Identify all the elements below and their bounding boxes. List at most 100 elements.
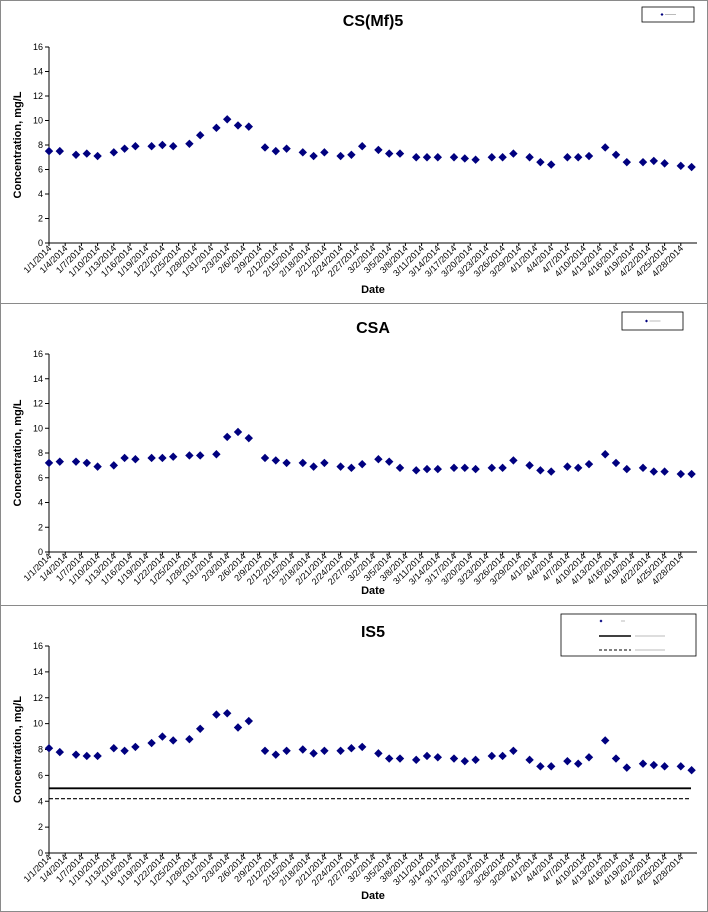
y-tick-label: 6 bbox=[38, 165, 43, 175]
data-point bbox=[433, 464, 442, 474]
data-point bbox=[309, 151, 318, 161]
data-point bbox=[385, 754, 394, 763]
data-point bbox=[244, 433, 253, 443]
data-point bbox=[298, 148, 307, 157]
data-point bbox=[676, 161, 685, 171]
data-point bbox=[169, 142, 178, 151]
data-point bbox=[185, 734, 194, 744]
y-axis-label: Concentration, mg/L bbox=[12, 399, 24, 506]
data-point bbox=[212, 710, 221, 719]
y-tick-label: 10 bbox=[33, 116, 43, 126]
data-point bbox=[233, 121, 243, 130]
data-point bbox=[385, 149, 394, 158]
data-point bbox=[55, 146, 64, 156]
data-point bbox=[82, 149, 91, 158]
data-point bbox=[547, 160, 556, 169]
data-point bbox=[374, 454, 383, 464]
data-point bbox=[611, 150, 621, 159]
data-point bbox=[563, 756, 572, 766]
data-point bbox=[374, 749, 383, 758]
data-point bbox=[638, 463, 648, 473]
data-point bbox=[574, 759, 583, 768]
data-point bbox=[347, 463, 356, 473]
data-point bbox=[525, 461, 534, 470]
data-point bbox=[309, 749, 318, 758]
data-point bbox=[422, 464, 432, 474]
data-point bbox=[271, 750, 280, 759]
data-point bbox=[271, 146, 280, 156]
data-point bbox=[460, 463, 469, 473]
data-point bbox=[547, 467, 556, 476]
data-point bbox=[660, 159, 669, 168]
data-point bbox=[260, 746, 270, 755]
data-point bbox=[282, 458, 291, 468]
chart-title: CS(Mf)5 bbox=[343, 13, 404, 30]
data-point bbox=[82, 458, 91, 468]
data-point bbox=[347, 744, 356, 753]
legend-marker bbox=[599, 619, 603, 623]
data-point bbox=[422, 153, 432, 162]
data-point bbox=[638, 759, 648, 768]
y-tick-label: 14 bbox=[33, 67, 43, 77]
data-point bbox=[93, 151, 102, 161]
data-point bbox=[336, 462, 345, 471]
data-point bbox=[169, 452, 178, 461]
legend-marker bbox=[660, 13, 664, 16]
data-point bbox=[93, 462, 102, 471]
y-axis-label: Concentration, mg/L bbox=[12, 696, 24, 803]
y-tick-label: 8 bbox=[38, 745, 43, 755]
data-point bbox=[622, 763, 631, 772]
data-point bbox=[676, 469, 685, 479]
data-point bbox=[109, 744, 118, 753]
y-tick-label: 16 bbox=[33, 641, 43, 651]
x-axis-label: Date bbox=[361, 585, 385, 597]
y-tick-label: 14 bbox=[33, 667, 43, 677]
data-point bbox=[622, 157, 631, 167]
y-tick-label: 8 bbox=[38, 448, 43, 458]
y-tick-label: 6 bbox=[38, 473, 43, 483]
chart-svg: CSA02468101214161/1/20141/4/20141/7/2014… bbox=[12, 311, 697, 597]
y-tick-label: 4 bbox=[38, 796, 43, 806]
data-point bbox=[44, 458, 54, 468]
data-point bbox=[298, 745, 307, 754]
data-point bbox=[309, 462, 318, 471]
data-point bbox=[395, 149, 405, 158]
data-point bbox=[120, 453, 129, 463]
y-tick-label: 8 bbox=[38, 140, 43, 150]
data-point bbox=[487, 751, 496, 761]
data-point bbox=[271, 456, 280, 465]
data-point bbox=[336, 746, 345, 755]
data-point bbox=[649, 760, 658, 770]
chart-svg: CS(Mf)502468101214161/1/20141/4/20141/7/… bbox=[12, 6, 697, 296]
data-point bbox=[320, 148, 329, 157]
data-point bbox=[584, 753, 594, 762]
data-point bbox=[385, 457, 394, 466]
data-point bbox=[260, 453, 270, 463]
data-point bbox=[536, 762, 545, 771]
data-point bbox=[71, 150, 81, 159]
data-point bbox=[449, 463, 459, 473]
data-point bbox=[660, 762, 669, 771]
y-tick-label: 0 bbox=[38, 848, 43, 858]
data-point bbox=[687, 162, 696, 172]
data-point bbox=[471, 464, 480, 474]
data-point bbox=[147, 142, 156, 151]
data-point bbox=[93, 751, 102, 761]
y-axis-label: Concentration, mg/L bbox=[12, 91, 24, 198]
data-point bbox=[509, 746, 518, 755]
data-point bbox=[147, 738, 156, 748]
data-point bbox=[44, 146, 54, 156]
data-point bbox=[223, 432, 232, 442]
legend-box bbox=[560, 613, 697, 657]
data-point bbox=[282, 144, 291, 153]
data-point bbox=[563, 153, 572, 162]
data-point bbox=[525, 153, 534, 162]
y-tick-label: 4 bbox=[38, 189, 43, 199]
data-point bbox=[584, 459, 594, 469]
data-point bbox=[649, 156, 658, 166]
data-point bbox=[433, 753, 442, 762]
data-point bbox=[601, 736, 610, 745]
data-point bbox=[120, 746, 129, 755]
data-point bbox=[536, 466, 545, 475]
data-point bbox=[601, 450, 610, 459]
